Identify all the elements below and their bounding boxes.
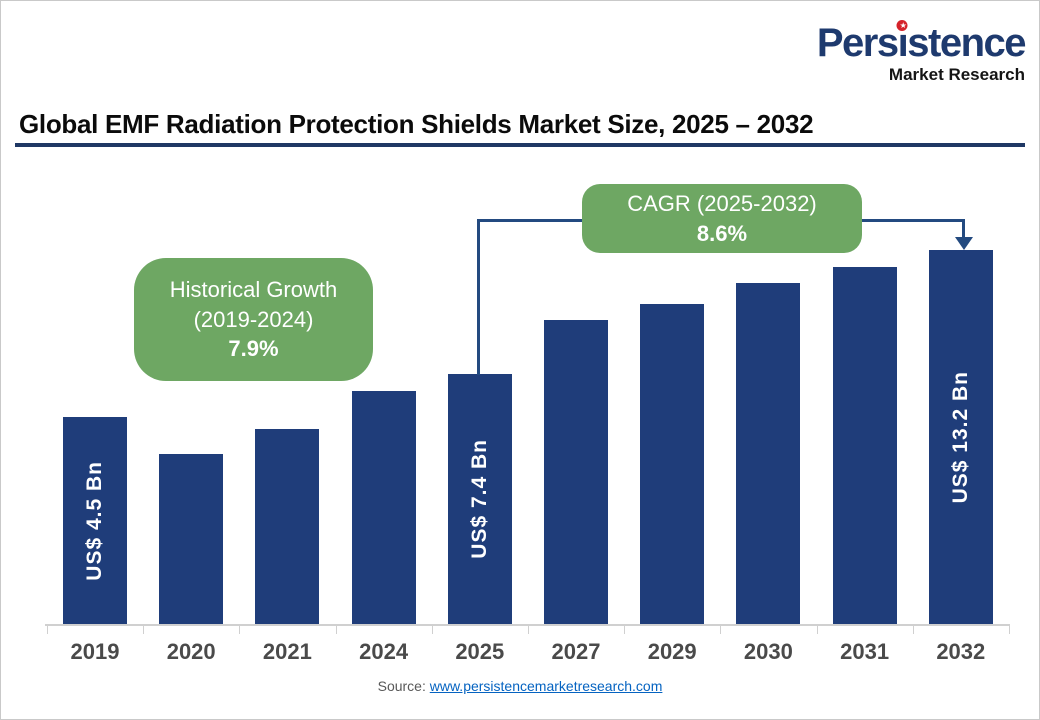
- bar-value-label-wrap-2025: US$ 7.4 Bn: [448, 374, 512, 624]
- historical-growth-value: 7.9%: [228, 336, 279, 362]
- bar-2027: [544, 320, 608, 624]
- x-tick-label-2031: 2031: [840, 639, 890, 664]
- x-axis-tick: [431, 626, 433, 634]
- x-tick-label-2032: 2032: [936, 639, 986, 664]
- title-underline: [15, 143, 1025, 147]
- source-label: Source:: [377, 678, 426, 694]
- x-axis-tick: [816, 626, 818, 634]
- historical-growth-line1: Historical Growth: [169, 276, 338, 302]
- x-tick-label-2029: 2029: [647, 639, 697, 664]
- source-link[interactable]: www.persistencemarketresearch.com: [429, 678, 663, 694]
- x-tick-label-2030: 2030: [743, 639, 793, 664]
- bar-2020: [159, 454, 224, 624]
- bar-2019: [63, 417, 127, 624]
- bar-2029: [640, 304, 705, 624]
- pmr-logo: Persı ★ stence Market Research: [816, 20, 1026, 84]
- logo-brand-suffix: stence: [907, 21, 1026, 65]
- x-axis-tick: [239, 626, 241, 634]
- logo-subtitle: Market Research: [888, 65, 1025, 84]
- x-tick-label-2025: 2025: [455, 639, 505, 664]
- logo-dotless-i: ı: [897, 21, 909, 65]
- bar-value-label-2019: US$ 4.5 Bn: [83, 460, 106, 581]
- logo-brand-prefix: Pers: [816, 21, 899, 65]
- bar-2030: [736, 283, 801, 624]
- x-tick-label-2020: 2020: [166, 639, 216, 664]
- bar-value-label-wrap-2032: US$ 13.2 Bn: [929, 250, 993, 624]
- x-axis-tick: [143, 626, 145, 634]
- x-axis-tick: [47, 626, 48, 634]
- bar-value-label-2025: US$ 7.4 Bn: [467, 439, 491, 559]
- bar-2025: [447, 374, 512, 624]
- cagr-arrow-down-icon: [955, 237, 973, 250]
- bar-value-label-wrap-2019: US$ 4.5 Bn: [63, 417, 127, 624]
- bar-2031: [832, 267, 897, 624]
- x-axis-line: [45, 624, 1010, 626]
- historical-growth-callout: Historical Growth (2019-2024) 7.9%: [134, 258, 373, 381]
- logo-brand-text: Persı ★ stence: [816, 20, 1026, 65]
- cagr-value: 8.6%: [696, 220, 748, 246]
- page-title: Global EMF Radiation Protection Shields …: [19, 109, 814, 139]
- x-axis-tick: [912, 626, 914, 634]
- bar-2032: [928, 250, 993, 624]
- x-axis-tick: [720, 626, 722, 634]
- x-axis-tick: [528, 626, 529, 634]
- x-tick-label-2019: 2019: [70, 639, 120, 664]
- historical-growth-line2: (2019-2024): [193, 306, 314, 332]
- x-axis-tick: [624, 626, 626, 634]
- bar-2024: [351, 391, 416, 624]
- x-axis-tick: [1009, 626, 1010, 634]
- source-line: Source: www.persistencemarketresearch.co…: [1, 678, 1039, 694]
- bar-value-label-2032: US$ 13.2 Bn: [948, 370, 972, 504]
- logo-letter-i: ı ★: [896, 20, 909, 65]
- cagr-connector-right-line: [962, 219, 965, 239]
- cagr-connector-left-line: [477, 219, 480, 375]
- cagr-callout: CAGR (2025-2032) 8.6%: [582, 184, 862, 253]
- x-tick-label-2027: 2027: [551, 639, 601, 664]
- bar-2021: [255, 429, 320, 624]
- cagr-line1: CAGR (2025-2032): [627, 190, 817, 216]
- logo-star-icon: ★: [896, 20, 908, 31]
- x-tick-label-2024: 2024: [359, 639, 409, 664]
- x-axis-tick: [335, 626, 337, 634]
- x-tick-label-2021: 2021: [262, 639, 312, 664]
